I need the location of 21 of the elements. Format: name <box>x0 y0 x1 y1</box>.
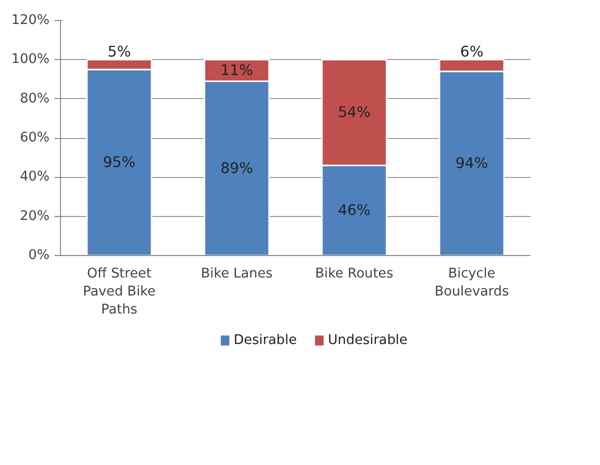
x-tick-label: Off Street Paved Bike Paths <box>82 266 156 318</box>
y-tick-label: 40% <box>20 170 50 185</box>
x-tick-label: Bike Routes <box>315 266 394 282</box>
y-tick-label: 20% <box>20 208 50 224</box>
y-tick-label: 0% <box>28 248 50 263</box>
data-label: 94% <box>455 154 488 172</box>
data-label: 54% <box>338 104 371 122</box>
y-tick-label: 100% <box>11 52 50 68</box>
y-tick-label: 120% <box>11 13 50 28</box>
data-label: 95% <box>102 154 136 171</box>
data-label: 5% <box>108 43 131 60</box>
y-tick-label: 60% <box>20 130 50 146</box>
data-label: 89% <box>220 160 254 177</box>
data-label: 11% <box>220 62 254 79</box>
x-tick-label: Bicycle Boulevards <box>434 266 509 300</box>
y-tick-label: 80% <box>20 91 50 106</box>
x-tick-label: Bike Lanes <box>200 266 273 282</box>
data-label: 46% <box>338 202 371 219</box>
legend-label: Desirable <box>234 333 297 348</box>
data-label: 6% <box>460 43 484 60</box>
legend-label: Undesirable <box>328 333 408 348</box>
